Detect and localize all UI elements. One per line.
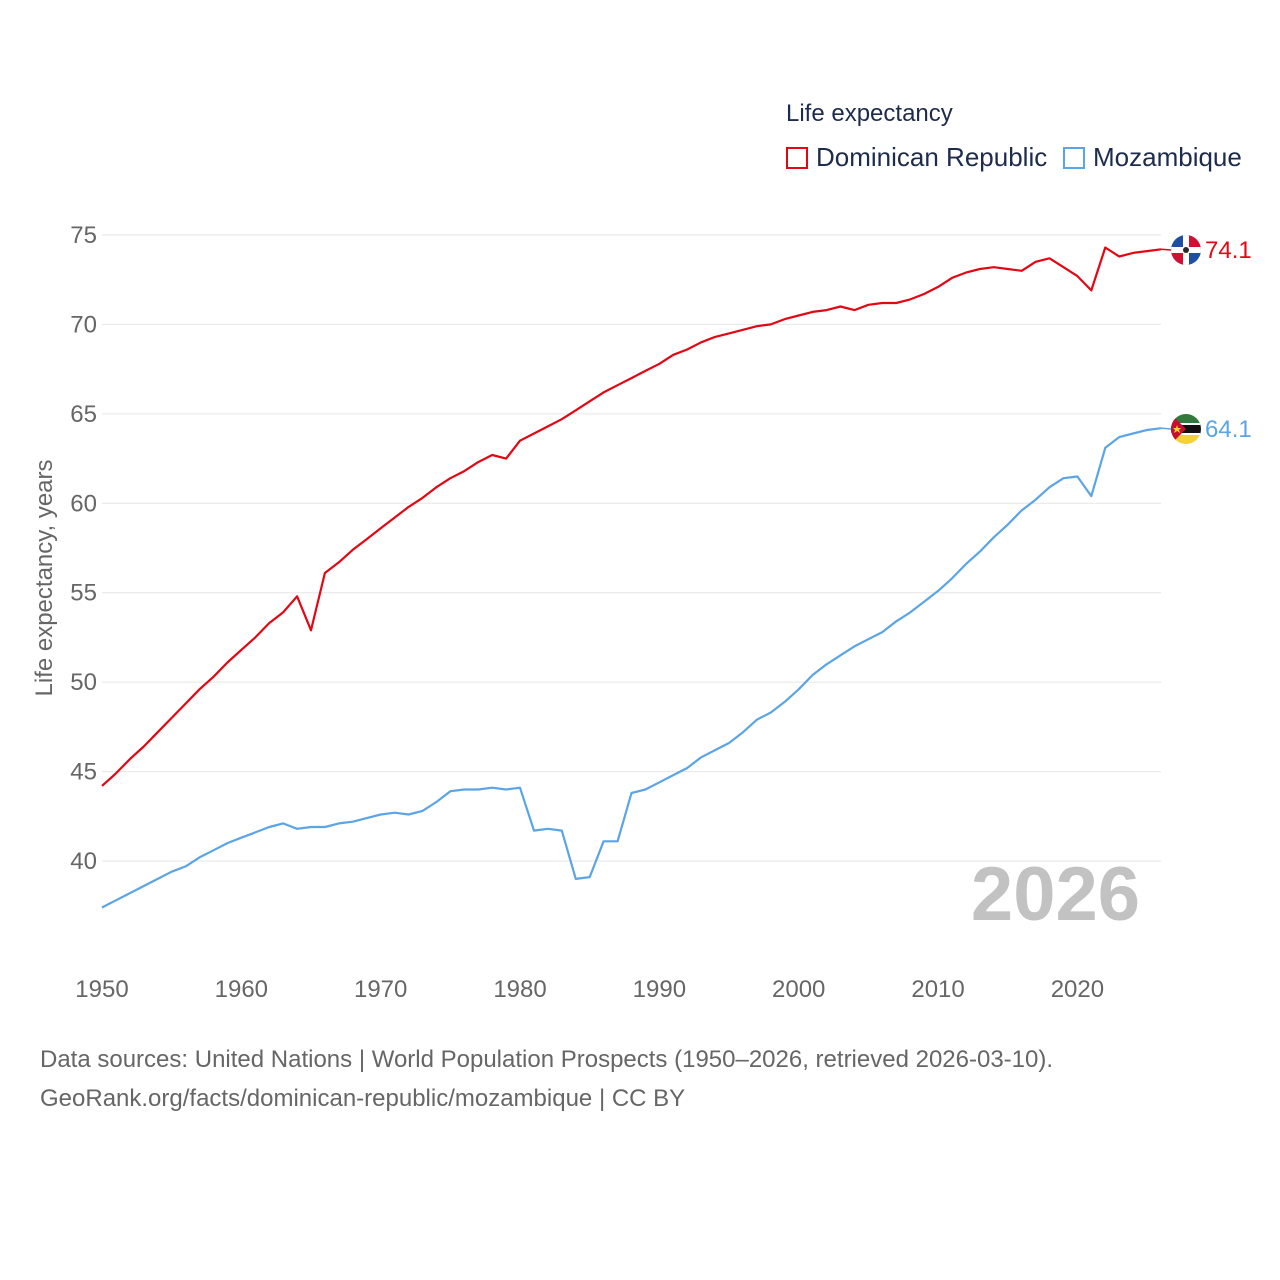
- x-tick-label: 2000: [772, 976, 825, 1003]
- legend-title: Life expectancy: [786, 100, 953, 127]
- dominican-republic-flag-icon: [1171, 235, 1201, 265]
- y-axis-title: Life expectancy, years: [31, 459, 58, 696]
- x-tick-label: 1990: [633, 976, 686, 1003]
- y-tick-label: 50: [70, 669, 97, 696]
- end-connector: [1160, 248, 1172, 251]
- end-label-mozambique: 64.1: [1205, 416, 1252, 443]
- x-tick-label: 2010: [911, 976, 964, 1003]
- x-axis-ticks: 1950 1960 1970 1980 1990 2000 2010 2020: [75, 976, 1104, 1003]
- series-line-dominican-republic[interactable]: [101, 246, 1162, 787]
- x-tick-label: 1950: [75, 976, 128, 1003]
- attribution-line[interactable]: GeoRank.org/facts/dominican-republic/moz…: [40, 1085, 686, 1112]
- y-tick-label: 60: [70, 490, 97, 517]
- x-tick-label: 1960: [215, 976, 268, 1003]
- mozambique-flag-icon: [1171, 414, 1201, 444]
- source-line: Data sources: United Nations | World Pop…: [40, 1046, 1054, 1073]
- x-tick-label: 1980: [493, 976, 546, 1003]
- legend-item-dominican-republic[interactable]: Dominican Republic: [786, 142, 1047, 173]
- y-tick-label: 65: [70, 401, 97, 428]
- x-tick-label: 1970: [354, 976, 407, 1003]
- end-connector: [1160, 427, 1172, 430]
- end-label-dominican-republic: 74.1: [1205, 237, 1252, 264]
- y-tick-label: 40: [70, 848, 97, 875]
- y-tick-label: 75: [70, 222, 97, 249]
- y-axis-ticks: 40 45 50 55 60 65 70 75: [70, 222, 97, 875]
- x-tick-label: 2020: [1051, 976, 1104, 1003]
- series-line-mozambique[interactable]: [101, 427, 1162, 909]
- legend-label-mozambique: Mozambique: [1093, 142, 1242, 172]
- grid-lines: [102, 234, 1161, 862]
- legend-label-dominican-republic: Dominican Republic: [816, 142, 1048, 172]
- legend-swatch-dominican-republic: [786, 146, 808, 169]
- y-tick-label: 70: [70, 311, 97, 338]
- legend-item-mozambique[interactable]: Mozambique: [1063, 142, 1242, 173]
- y-tick-label: 45: [70, 759, 97, 786]
- legend-swatch-mozambique: [1063, 146, 1085, 169]
- series-lines: [101, 246, 1172, 909]
- y-tick-label: 55: [70, 580, 97, 607]
- year-watermark: 2026: [971, 852, 1140, 937]
